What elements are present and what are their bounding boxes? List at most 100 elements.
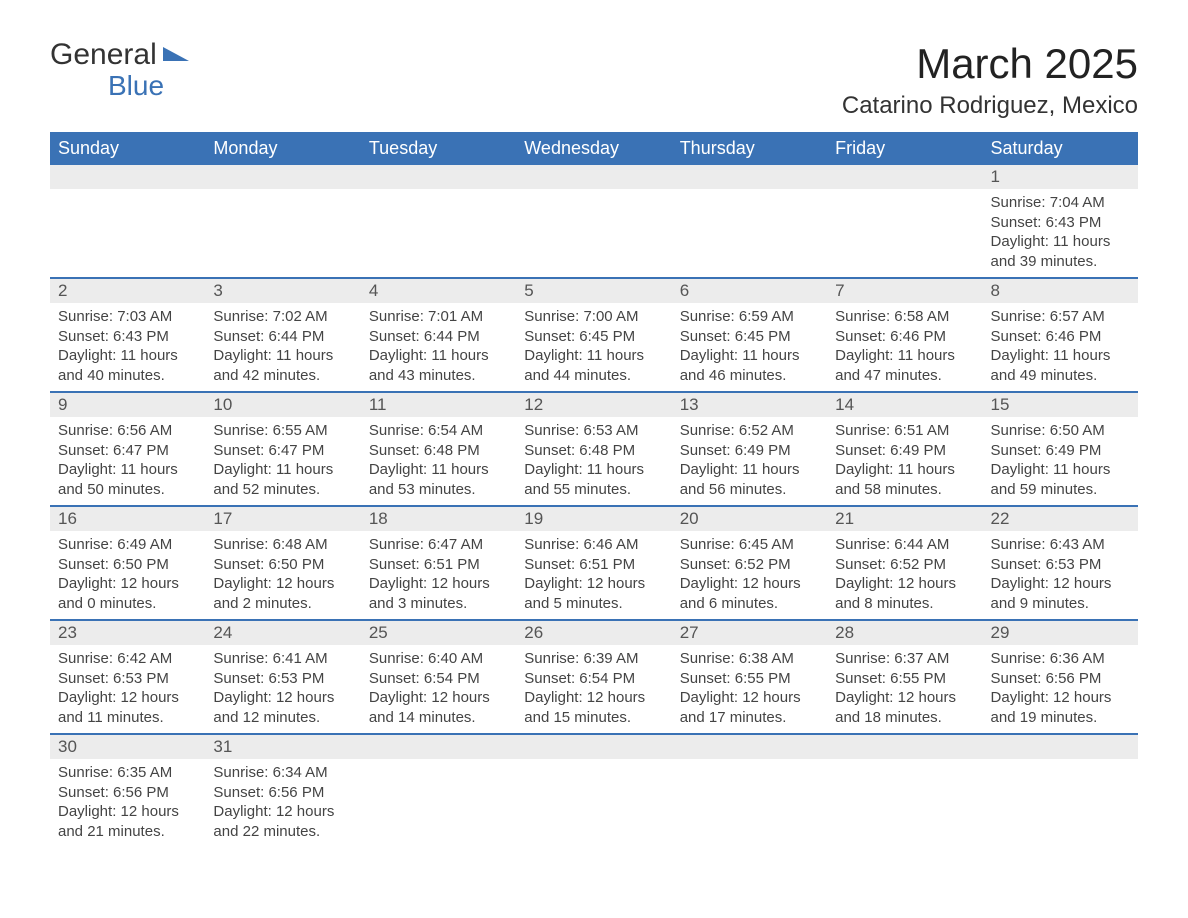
daylight-line: Daylight: 12 hours and 3 minutes. xyxy=(369,574,508,613)
day-details-row: Sunrise: 7:04 AMSunset: 6:43 PMDaylight:… xyxy=(50,189,1138,278)
daylight-line: Daylight: 11 hours and 47 minutes. xyxy=(835,346,974,385)
daylight-line: Daylight: 11 hours and 59 minutes. xyxy=(991,460,1130,499)
day-details-cell: Sunrise: 6:40 AMSunset: 6:54 PMDaylight:… xyxy=(361,645,516,734)
day-details-row: Sunrise: 6:56 AMSunset: 6:47 PMDaylight:… xyxy=(50,417,1138,506)
daylight-line: Daylight: 11 hours and 42 minutes. xyxy=(213,346,352,385)
sunrise-line: Sunrise: 6:47 AM xyxy=(369,535,508,555)
day-details-cell: Sunrise: 6:55 AMSunset: 6:47 PMDaylight:… xyxy=(205,417,360,506)
sunset-line: Sunset: 6:50 PM xyxy=(213,555,352,575)
sunset-line: Sunset: 6:51 PM xyxy=(369,555,508,575)
day-number-cell: 10 xyxy=(205,392,360,417)
day-details-cell: Sunrise: 6:35 AMSunset: 6:56 PMDaylight:… xyxy=(50,759,205,847)
sunrise-line: Sunrise: 6:38 AM xyxy=(680,649,819,669)
daylight-line: Daylight: 12 hours and 2 minutes. xyxy=(213,574,352,613)
daylight-line: Daylight: 12 hours and 5 minutes. xyxy=(524,574,663,613)
day-of-week-header: Wednesday xyxy=(516,132,671,165)
brand-logo: General Blue xyxy=(50,40,189,100)
sunset-line: Sunset: 6:56 PM xyxy=(58,783,197,803)
day-number-cell: 19 xyxy=(516,506,671,531)
day-number-cell: 16 xyxy=(50,506,205,531)
sunset-line: Sunset: 6:56 PM xyxy=(213,783,352,803)
location-label: Catarino Rodriguez, Mexico xyxy=(842,92,1138,120)
daylight-line: Daylight: 11 hours and 53 minutes. xyxy=(369,460,508,499)
day-details-cell: Sunrise: 6:36 AMSunset: 6:56 PMDaylight:… xyxy=(983,645,1138,734)
month-title: March 2025 xyxy=(842,40,1138,88)
day-details-cell: Sunrise: 6:34 AMSunset: 6:56 PMDaylight:… xyxy=(205,759,360,847)
day-details-cell xyxy=(983,759,1138,847)
daylight-line: Daylight: 12 hours and 17 minutes. xyxy=(680,688,819,727)
day-number-cell: 2 xyxy=(50,278,205,303)
sunset-line: Sunset: 6:47 PM xyxy=(213,441,352,461)
sunrise-line: Sunrise: 6:37 AM xyxy=(835,649,974,669)
day-number-cell: 3 xyxy=(205,278,360,303)
day-number-cell xyxy=(672,165,827,189)
day-number-cell: 27 xyxy=(672,620,827,645)
daylight-line: Daylight: 11 hours and 39 minutes. xyxy=(991,232,1130,271)
daylight-line: Daylight: 12 hours and 11 minutes. xyxy=(58,688,197,727)
day-number-cell: 11 xyxy=(361,392,516,417)
sunrise-line: Sunrise: 6:50 AM xyxy=(991,421,1130,441)
day-of-week-header: Tuesday xyxy=(361,132,516,165)
day-details-cell xyxy=(516,759,671,847)
day-details-cell: Sunrise: 6:54 AMSunset: 6:48 PMDaylight:… xyxy=(361,417,516,506)
sunset-line: Sunset: 6:49 PM xyxy=(991,441,1130,461)
sunset-line: Sunset: 6:43 PM xyxy=(58,327,197,347)
sunset-line: Sunset: 6:53 PM xyxy=(213,669,352,689)
day-details-cell: Sunrise: 6:56 AMSunset: 6:47 PMDaylight:… xyxy=(50,417,205,506)
sunrise-line: Sunrise: 6:51 AM xyxy=(835,421,974,441)
daylight-line: Daylight: 12 hours and 8 minutes. xyxy=(835,574,974,613)
day-details-cell: Sunrise: 6:41 AMSunset: 6:53 PMDaylight:… xyxy=(205,645,360,734)
sunrise-line: Sunrise: 6:54 AM xyxy=(369,421,508,441)
sunrise-line: Sunrise: 6:46 AM xyxy=(524,535,663,555)
day-number-cell xyxy=(827,165,982,189)
day-number-cell: 15 xyxy=(983,392,1138,417)
day-number-cell: 14 xyxy=(827,392,982,417)
day-number-row: 3031 xyxy=(50,734,1138,759)
day-of-week-header: Friday xyxy=(827,132,982,165)
sunrise-line: Sunrise: 6:58 AM xyxy=(835,307,974,327)
day-number-cell xyxy=(361,165,516,189)
day-details-cell xyxy=(516,189,671,278)
sunset-line: Sunset: 6:45 PM xyxy=(680,327,819,347)
day-details-cell xyxy=(50,189,205,278)
sunrise-line: Sunrise: 6:56 AM xyxy=(58,421,197,441)
day-number-cell: 24 xyxy=(205,620,360,645)
sunrise-line: Sunrise: 6:40 AM xyxy=(369,649,508,669)
day-details-cell: Sunrise: 7:03 AMSunset: 6:43 PMDaylight:… xyxy=(50,303,205,392)
sunset-line: Sunset: 6:46 PM xyxy=(991,327,1130,347)
day-number-cell: 22 xyxy=(983,506,1138,531)
sunrise-line: Sunrise: 6:35 AM xyxy=(58,763,197,783)
daylight-line: Daylight: 12 hours and 0 minutes. xyxy=(58,574,197,613)
day-details-row: Sunrise: 6:49 AMSunset: 6:50 PMDaylight:… xyxy=(50,531,1138,620)
daylight-line: Daylight: 11 hours and 56 minutes. xyxy=(680,460,819,499)
daylight-line: Daylight: 12 hours and 19 minutes. xyxy=(991,688,1130,727)
day-details-cell: Sunrise: 6:57 AMSunset: 6:46 PMDaylight:… xyxy=(983,303,1138,392)
sunset-line: Sunset: 6:44 PM xyxy=(369,327,508,347)
brand-name-2: Blue xyxy=(108,72,164,100)
daylight-line: Daylight: 12 hours and 21 minutes. xyxy=(58,802,197,841)
day-number-cell xyxy=(983,734,1138,759)
sunset-line: Sunset: 6:55 PM xyxy=(835,669,974,689)
sunset-line: Sunset: 6:47 PM xyxy=(58,441,197,461)
day-of-week-header: Sunday xyxy=(50,132,205,165)
day-number-cell: 18 xyxy=(361,506,516,531)
sunrise-line: Sunrise: 6:53 AM xyxy=(524,421,663,441)
day-details-cell xyxy=(672,189,827,278)
day-details-cell: Sunrise: 6:47 AMSunset: 6:51 PMDaylight:… xyxy=(361,531,516,620)
sunrise-line: Sunrise: 6:55 AM xyxy=(213,421,352,441)
day-number-cell xyxy=(516,734,671,759)
daylight-line: Daylight: 12 hours and 15 minutes. xyxy=(524,688,663,727)
day-details-cell xyxy=(361,759,516,847)
daylight-line: Daylight: 11 hours and 43 minutes. xyxy=(369,346,508,385)
sunset-line: Sunset: 6:55 PM xyxy=(680,669,819,689)
day-details-cell xyxy=(827,759,982,847)
daylight-line: Daylight: 11 hours and 58 minutes. xyxy=(835,460,974,499)
day-details-cell: Sunrise: 6:44 AMSunset: 6:52 PMDaylight:… xyxy=(827,531,982,620)
day-details-cell xyxy=(361,189,516,278)
sunset-line: Sunset: 6:45 PM xyxy=(524,327,663,347)
day-of-week-header-row: SundayMondayTuesdayWednesdayThursdayFrid… xyxy=(50,132,1138,165)
sunrise-line: Sunrise: 7:01 AM xyxy=(369,307,508,327)
day-number-cell xyxy=(361,734,516,759)
sunset-line: Sunset: 6:49 PM xyxy=(680,441,819,461)
daylight-line: Daylight: 11 hours and 40 minutes. xyxy=(58,346,197,385)
